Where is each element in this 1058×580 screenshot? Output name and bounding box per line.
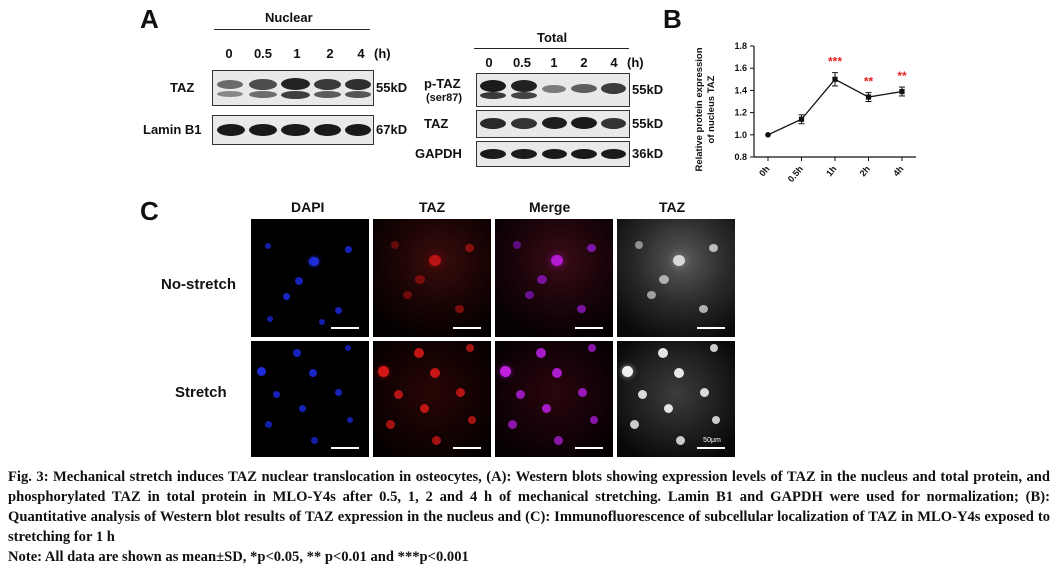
- nuclear-title: Nuclear: [265, 10, 313, 25]
- nuclear-laminb1-blot: [212, 115, 374, 145]
- image-merge-stretch: [495, 341, 613, 457]
- total-row-ptaz-sub: (ser87): [426, 92, 463, 104]
- nuclear-row-laminb1-size: 67kD: [376, 122, 408, 137]
- x-tick-label-2: 1h: [824, 164, 838, 178]
- y-tick-label-5: 1.8: [734, 41, 747, 51]
- data-point-4: [899, 88, 905, 95]
- nuclear-time-3: 2: [326, 46, 334, 61]
- panel-a-letter: A: [140, 4, 159, 34]
- total-time-unit: (h): [627, 55, 644, 70]
- nuclear-time-1: 0.5: [253, 46, 273, 61]
- data-point-3: [865, 94, 872, 100]
- total-row-taz-label: TAZ: [424, 116, 449, 131]
- nuclear-time-unit: (h): [374, 46, 391, 61]
- x-tick-label-4: 4h: [891, 164, 905, 178]
- significance-label-4: **: [897, 69, 907, 83]
- y-tick-label-1: 1.0: [734, 130, 747, 140]
- total-gapdh-blot: [476, 141, 630, 167]
- column-label-taz-gray: TAZ: [659, 199, 686, 215]
- nuclear-time-4: 4: [357, 46, 365, 61]
- nuclear-title-rule: [214, 29, 370, 30]
- caption-note: Note: All data are shown as mean±SD, *p<…: [8, 549, 469, 565]
- column-label-dapi: DAPI: [291, 199, 325, 215]
- data-point-0: [765, 132, 771, 138]
- data-point-1: [798, 116, 805, 122]
- total-time-1: 0.5: [512, 55, 532, 70]
- y-axis-label-line-1: of nucleus TAZ: [706, 75, 717, 143]
- nuclear-row-laminb1-label: Lamin B1: [143, 122, 202, 137]
- nuclear-time-2: 1: [293, 46, 301, 61]
- row-label-stretch: Stretch: [175, 384, 227, 401]
- image-dapi-stretch: [251, 341, 369, 457]
- image-merge-no-stretch: [495, 219, 613, 337]
- y-tick-label-3: 1.4: [734, 85, 747, 95]
- total-time-4: 4: [610, 55, 618, 70]
- total-time-2: 1: [550, 55, 558, 70]
- image-taz-gray-stretch: 50μm: [617, 341, 735, 457]
- image-taz-no-stretch: [373, 219, 491, 337]
- total-time-0: 0: [485, 55, 493, 70]
- nuclear-taz-blot: [212, 70, 374, 106]
- x-tick-label-1: 0.5h: [786, 164, 805, 184]
- total-title: Total: [537, 30, 568, 45]
- x-tick-label-0: 0h: [757, 164, 771, 178]
- significance-label-3: **: [864, 75, 874, 89]
- significance-label-2: ***: [828, 55, 842, 69]
- panel-c-letter: C: [140, 196, 159, 226]
- image-taz-stretch: [373, 341, 491, 457]
- row-label-no-stretch: No-stretch: [161, 276, 237, 293]
- total-row-ptaz-label: p-TAZ: [424, 76, 461, 91]
- image-taz-gray-no-stretch: [617, 219, 735, 337]
- nuclear-time-0: 0: [225, 46, 233, 61]
- total-time-3: 2: [580, 55, 588, 70]
- series-line: [767, 78, 903, 136]
- y-axis-label-line-0: Relative protein expression: [694, 47, 705, 171]
- chart-axes: 0.8 1.0 1.2 1.4 1.6 1.8 0h 0.5h 1h 2h 4h Relative p…: [694, 41, 916, 184]
- chart-marks: ***** **: [765, 55, 907, 138]
- line-chart: 0.8 1.0 1.2 1.4 1.6 1.8 0h 0.5h 1h 2h 4h Relative p…: [694, 41, 916, 184]
- y-tick-label-2: 1.2: [734, 108, 747, 118]
- nuclear-row-taz-size: 55kD: [376, 80, 408, 95]
- scale-bar-label: 50μm: [703, 437, 721, 444]
- nuclear-row-taz-label: TAZ: [170, 80, 195, 95]
- y-tick-label-4: 1.6: [734, 63, 747, 73]
- figure-caption: Fig. 3: Mechanical stretch induces TAZ n…: [8, 467, 1050, 567]
- image-dapi-no-stretch: [251, 219, 369, 337]
- data-point-2: [832, 76, 838, 82]
- total-row-taz-size: 55kD: [632, 116, 664, 131]
- y-tick-label-0: 0.8: [734, 152, 747, 162]
- caption-main: Fig. 3: Mechanical stretch induces TAZ n…: [8, 469, 1050, 545]
- x-tick-label-3: 2h: [858, 164, 872, 178]
- total-row-gapdh-label: GAPDH: [415, 146, 462, 161]
- total-title-rule: [474, 48, 629, 49]
- column-label-taz: TAZ: [419, 199, 446, 215]
- total-ptaz-blot: [476, 73, 630, 107]
- total-row-ptaz-size: 55kD: [632, 82, 664, 97]
- total-row-gapdh-size: 36kD: [632, 146, 664, 161]
- total-taz-blot: [476, 110, 630, 138]
- panel-b-letter: B: [663, 4, 682, 34]
- column-label-merge: Merge: [529, 199, 571, 215]
